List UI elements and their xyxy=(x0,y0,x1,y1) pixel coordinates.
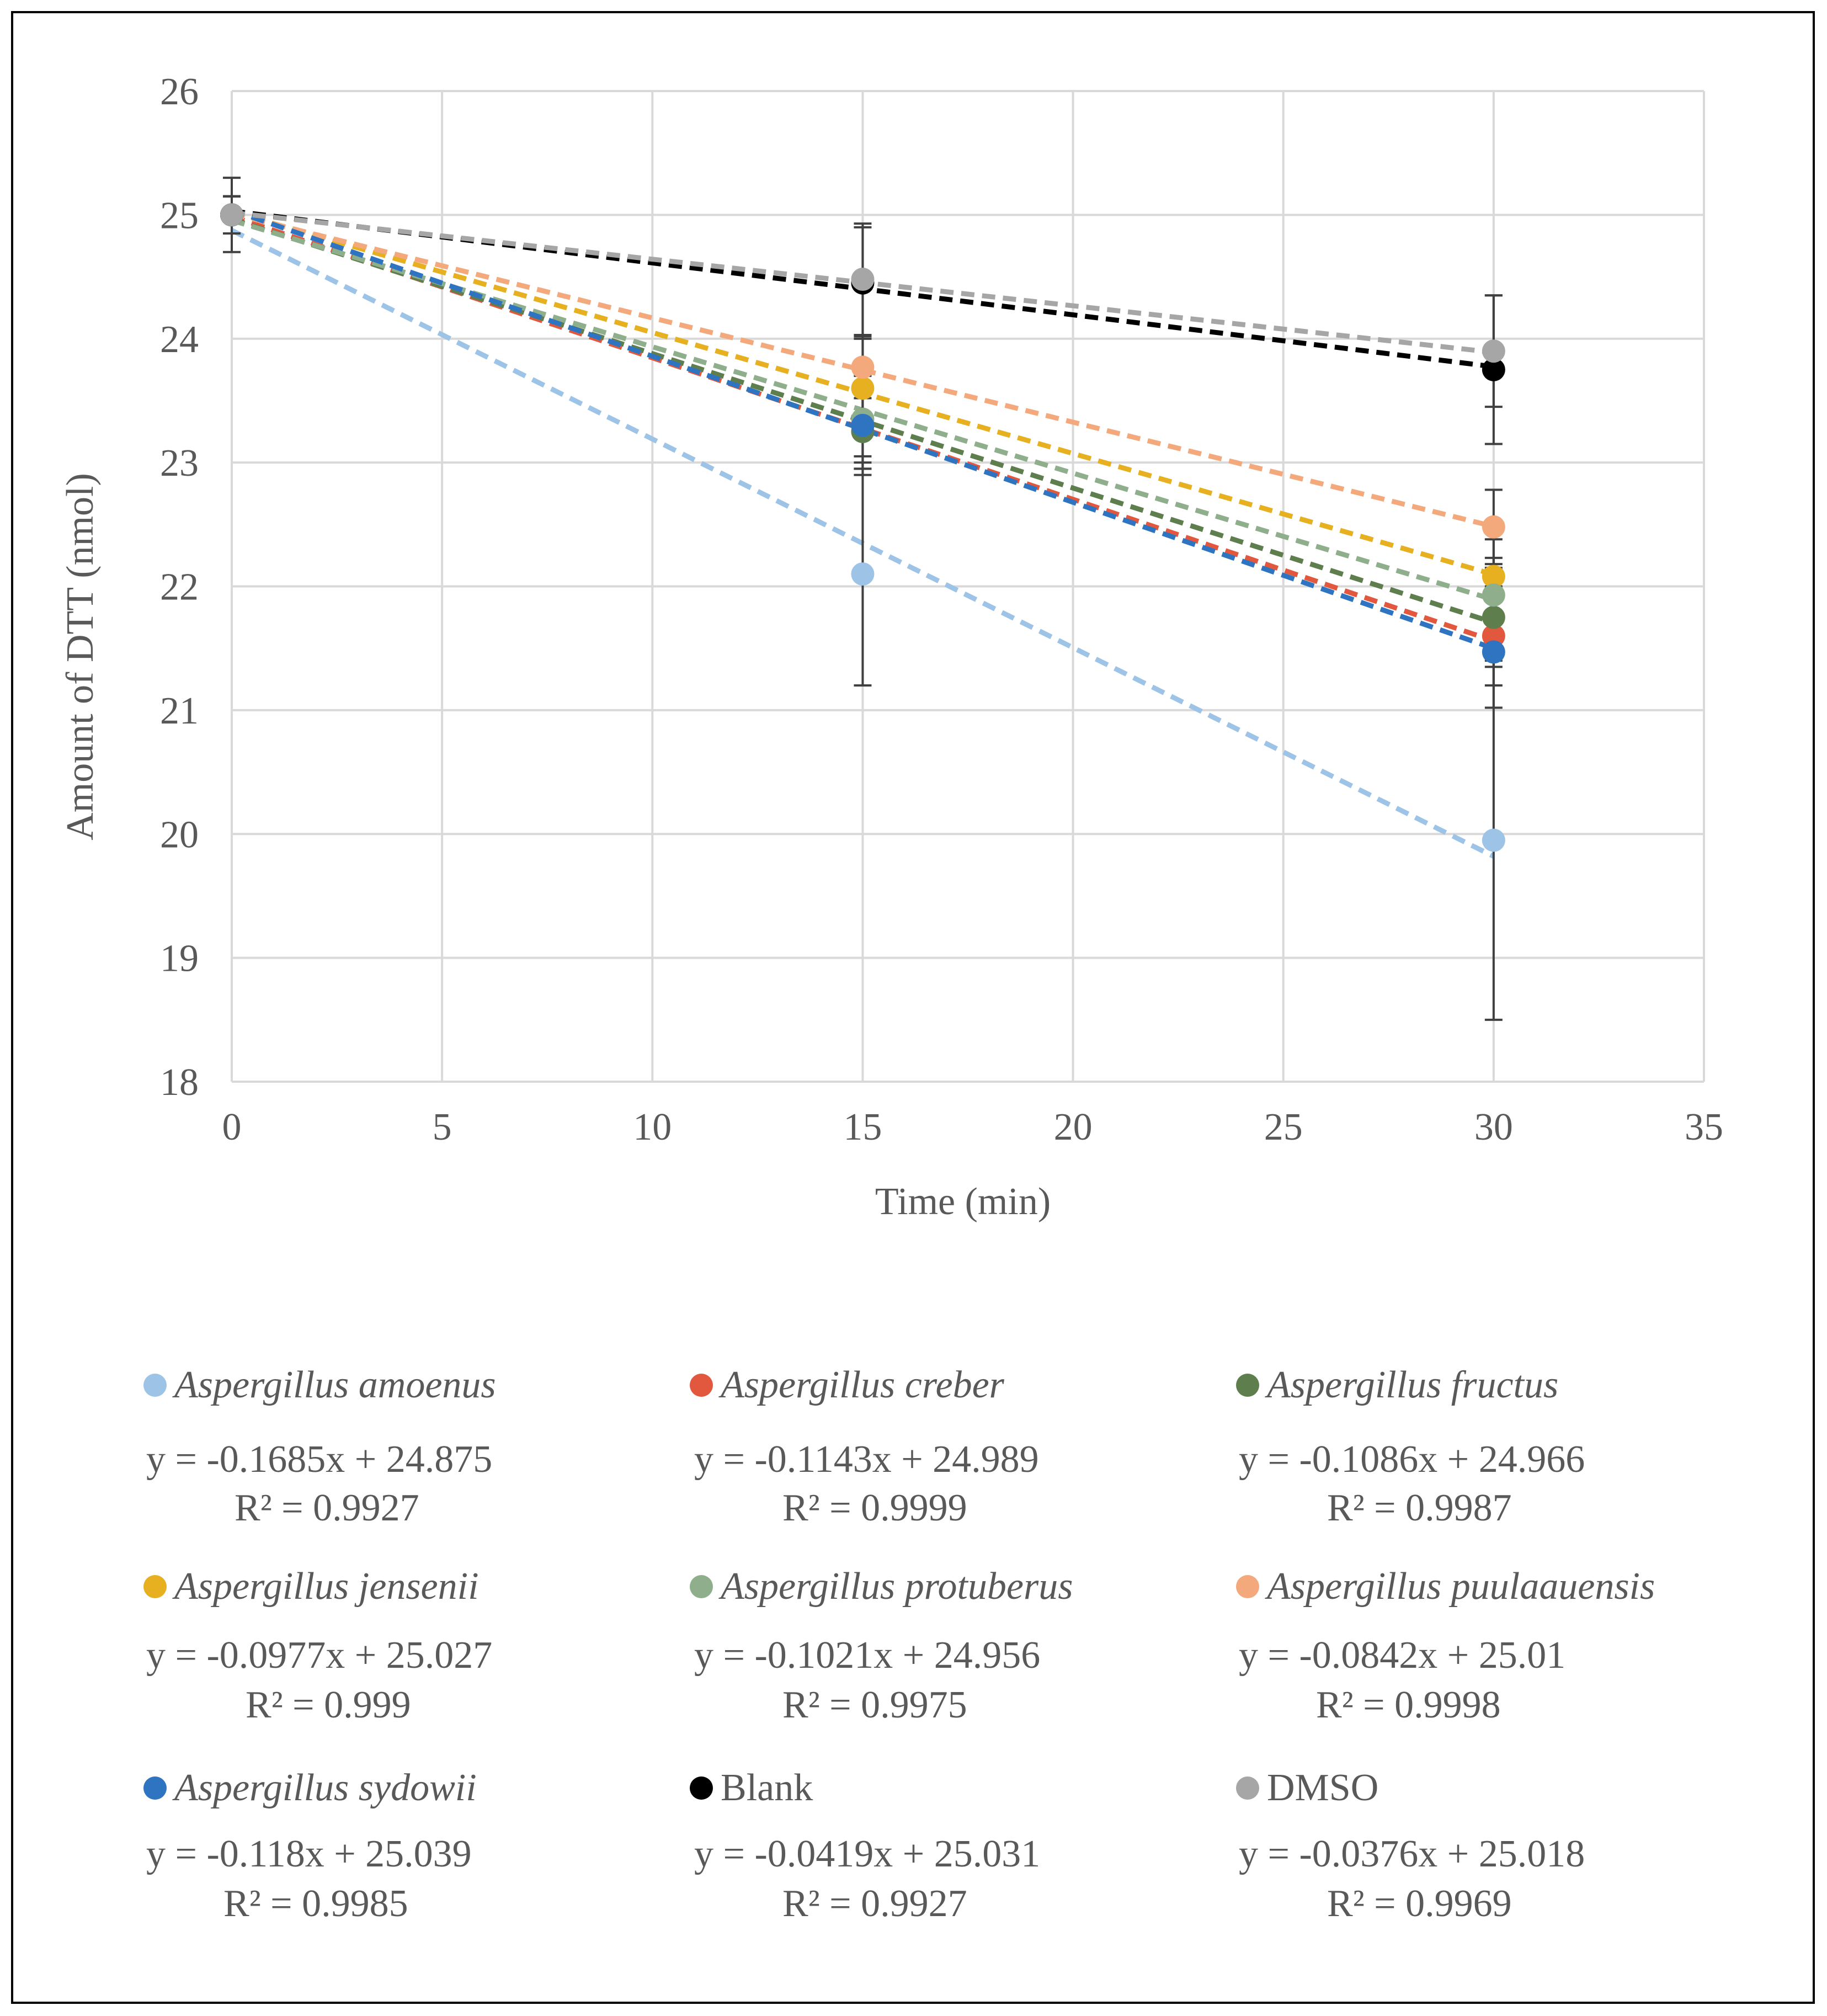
y-tick-label: 25 xyxy=(160,194,199,237)
x-tick-label: 10 xyxy=(633,1106,672,1148)
y-axis-label: Amount of DTT (nmol) xyxy=(59,473,102,841)
data-point-8 xyxy=(851,268,875,291)
y-tick-label: 19 xyxy=(160,938,199,980)
data-point-0 xyxy=(1482,828,1505,852)
data-point-3 xyxy=(851,376,875,400)
data-point-2 xyxy=(1482,605,1505,629)
y-tick-label: 21 xyxy=(160,690,199,732)
x-tick-label: 20 xyxy=(1054,1106,1093,1148)
data-point-8 xyxy=(220,203,243,227)
data-point-1 xyxy=(1482,624,1505,648)
y-tick-label: 23 xyxy=(160,442,199,485)
data-point-4 xyxy=(1482,583,1505,607)
data-point-7 xyxy=(1482,358,1505,381)
data-point-5 xyxy=(851,355,875,379)
x-tick-label: 25 xyxy=(1264,1106,1303,1148)
y-tick-label: 24 xyxy=(160,318,199,361)
x-tick-label: 15 xyxy=(843,1106,882,1148)
data-point-6 xyxy=(851,413,875,437)
x-tick-label: 30 xyxy=(1474,1106,1513,1148)
x-axis-label: Time (min) xyxy=(875,1180,1051,1223)
figure-frame xyxy=(11,11,1815,2004)
data-point-0 xyxy=(851,562,875,586)
data-point-8 xyxy=(1482,339,1505,363)
x-tick-label: 35 xyxy=(1685,1106,1723,1148)
data-point-3 xyxy=(1482,565,1505,588)
trendline-6 xyxy=(231,208,1495,651)
y-tick-label: 26 xyxy=(160,71,199,113)
data-point-5 xyxy=(1482,515,1505,539)
x-tick-label: 0 xyxy=(222,1106,242,1148)
data-point-6 xyxy=(1482,640,1505,664)
y-tick-label: 18 xyxy=(160,1061,199,1104)
y-tick-label: 22 xyxy=(160,566,199,609)
y-tick-label: 20 xyxy=(160,813,199,856)
x-tick-label: 5 xyxy=(433,1106,452,1148)
